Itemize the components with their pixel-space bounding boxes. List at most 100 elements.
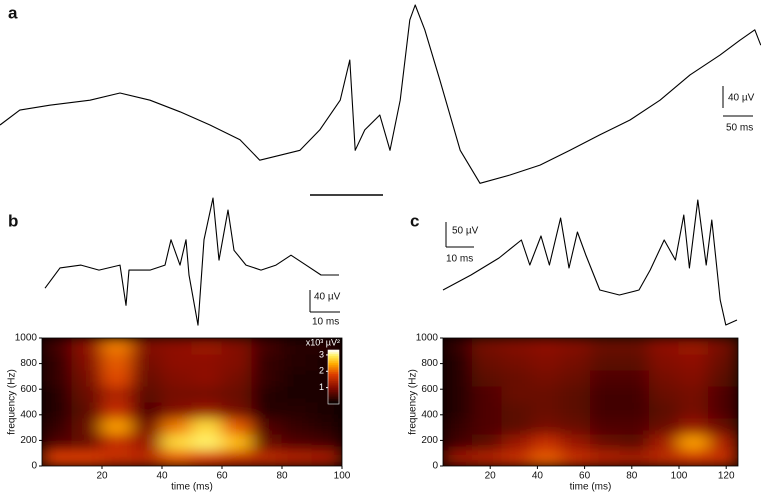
heatmap-cell bbox=[590, 401, 621, 419]
trace bbox=[0, 4, 761, 184]
x-tick-label: 60 bbox=[579, 471, 591, 482]
colorbar-step bbox=[328, 387, 339, 391]
heatmap-cell bbox=[649, 369, 680, 387]
y-axis-label: frequency (Hz) bbox=[408, 369, 419, 435]
heatmap-cell bbox=[619, 338, 650, 355]
heatmap-cells bbox=[443, 338, 738, 466]
x-tick-label: 100 bbox=[671, 471, 688, 482]
heatmap-cell bbox=[649, 401, 680, 419]
heatmap-cell bbox=[501, 369, 532, 387]
colorbar-step bbox=[328, 389, 339, 392]
heatmap-cell bbox=[191, 369, 223, 387]
colorbar-step bbox=[328, 375, 339, 378]
y-tick-label: 1000 bbox=[15, 333, 38, 344]
heatmap-cell bbox=[531, 449, 562, 466]
heatmap-cell bbox=[678, 385, 709, 403]
y-tick-label: 400 bbox=[20, 409, 37, 420]
heatmap-clip bbox=[42, 338, 342, 466]
heatmap-cell bbox=[708, 433, 738, 451]
heatmap-cell bbox=[161, 369, 193, 387]
heatmap-cell bbox=[501, 449, 532, 466]
heatmap-cell bbox=[281, 385, 313, 403]
heatmap-cell bbox=[443, 401, 473, 419]
heatmap-cell bbox=[501, 338, 532, 355]
y-axis-label: frequency (Hz) bbox=[7, 369, 18, 435]
heatmap-cell bbox=[531, 417, 562, 435]
scalebar-label: 50 µV bbox=[452, 226, 479, 237]
heatmap-cell bbox=[560, 433, 591, 451]
heatmap-cell bbox=[251, 385, 283, 403]
heatmap-cell bbox=[501, 401, 532, 419]
heatmap-cell bbox=[590, 417, 621, 435]
heatmap-cell bbox=[281, 338, 313, 355]
heatmap-cell bbox=[560, 385, 591, 403]
heatmap-cell bbox=[281, 401, 313, 419]
heatmap-cell bbox=[649, 385, 680, 403]
heatmap-cell bbox=[649, 338, 680, 355]
heatmap-cell bbox=[590, 353, 621, 371]
colorbar-step bbox=[328, 398, 339, 401]
heatmap-cell bbox=[71, 338, 103, 355]
y-tick-label: 400 bbox=[421, 409, 438, 420]
heatmap-cell bbox=[71, 353, 103, 371]
heatmap-cell bbox=[649, 449, 680, 466]
scalebar-label: 10 ms bbox=[312, 317, 339, 328]
heatmap-cell bbox=[678, 433, 709, 451]
heatmap-cell bbox=[42, 449, 73, 466]
colorbar-frame bbox=[327, 349, 340, 405]
x-tick-label: 20 bbox=[96, 471, 108, 482]
heatmap-cell bbox=[71, 369, 103, 387]
heatmap-cell bbox=[678, 401, 709, 419]
heatmap-cell bbox=[251, 449, 283, 466]
colorbar-step bbox=[328, 402, 339, 405]
colorbar-step bbox=[328, 360, 339, 364]
heatmap-cell bbox=[678, 353, 709, 371]
heatmap-cell bbox=[649, 417, 680, 435]
heatmap-cell bbox=[191, 401, 223, 419]
heatmap-cell bbox=[619, 369, 650, 387]
heatmap-cell bbox=[590, 369, 621, 387]
heatmap-cell bbox=[590, 385, 621, 403]
x-axis-label: time (ms) bbox=[171, 482, 213, 492]
y-tick-label: 0 bbox=[432, 461, 438, 472]
colorbar-tick-label: 2 bbox=[319, 366, 324, 376]
heatmap-cell bbox=[501, 417, 532, 435]
heatmap-cell bbox=[221, 385, 253, 403]
colorbar-step bbox=[328, 357, 339, 360]
heatmap-cell bbox=[531, 338, 562, 355]
colorbar-step bbox=[328, 350, 339, 353]
heatmap-cell bbox=[560, 417, 591, 435]
heatmap-cell bbox=[161, 433, 193, 451]
heatmap-cell bbox=[42, 385, 73, 403]
heatmap-cell bbox=[101, 433, 133, 451]
colorbar-step bbox=[328, 393, 339, 396]
heatmap-cell bbox=[42, 417, 73, 435]
colorbar-step bbox=[328, 368, 339, 371]
heatmap-cell bbox=[443, 353, 473, 371]
heatmap-cell bbox=[678, 417, 709, 435]
heatmap-cell bbox=[501, 385, 532, 403]
colorbar-step bbox=[328, 359, 339, 362]
heatmap-cell bbox=[472, 401, 503, 419]
colorbar-step bbox=[328, 373, 339, 376]
colorbar-tick-label: 1 bbox=[319, 382, 324, 392]
scalebar-label: 10 ms bbox=[446, 254, 473, 265]
heatmap-cell bbox=[281, 369, 313, 387]
heatmap-cell bbox=[71, 417, 103, 435]
heatmap-cell bbox=[311, 449, 342, 466]
colorbar-step bbox=[328, 384, 339, 387]
x-tick-label: 40 bbox=[156, 471, 168, 482]
heatmap-cell bbox=[131, 417, 163, 435]
heatmap-cell bbox=[101, 449, 133, 466]
heatmap-cell bbox=[131, 433, 163, 451]
heatmap-cell bbox=[221, 338, 253, 355]
heatmap-cell bbox=[42, 401, 73, 419]
heatmap-cell bbox=[472, 353, 503, 371]
y-tick-label: 1000 bbox=[416, 333, 439, 344]
heatmap-cell bbox=[708, 369, 738, 387]
heatmap-cell bbox=[708, 385, 738, 403]
y-tick-label: 800 bbox=[20, 358, 37, 369]
heatmap-cell bbox=[281, 449, 313, 466]
heatmap-cell bbox=[131, 338, 163, 355]
heatmap-cell bbox=[443, 369, 473, 387]
